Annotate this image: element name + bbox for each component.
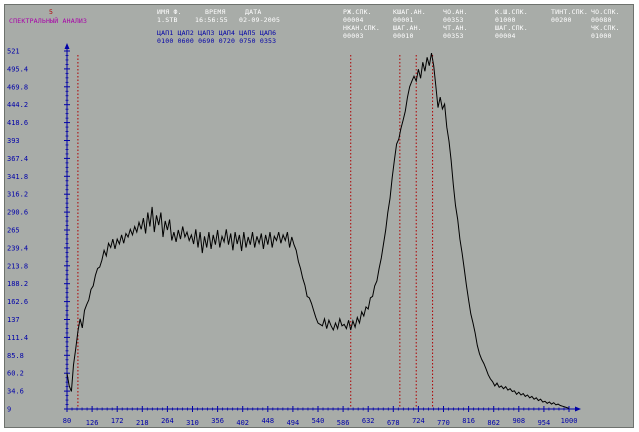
y-tick-label: 60.2 [7,370,24,378]
y-tick-label: 111.4 [7,334,28,342]
param-row2-value-3: 00004 [495,32,516,40]
y-tick-label: 9 [7,406,11,414]
y-tick-label: 137 [7,316,20,324]
mode-number: 5 [49,8,54,16]
param-row2-label-3: ШАГ.СПК. [495,24,528,32]
file-name-value: 1.STB [157,16,178,24]
y-tick-label: 85.8 [7,352,24,360]
x-tick-label: 448 [261,417,274,425]
time-label: ВРЕМЯ [205,8,226,16]
x-tick-label: 586 [337,419,350,427]
x-tick-label: 356 [211,417,224,425]
spectrum-screen: 5 СПЕКТРАЛЬНЫЙ АНАЛИЗ ИМЯ Ф. 1.STB ВРЕМЯ… [4,4,634,428]
x-tick-label: 770 [437,419,450,427]
x-tick-label: 908 [512,417,525,425]
y-tick-label: 469.8 [7,83,28,91]
x-tick-label: 402 [236,419,249,427]
x-tick-label: 540 [312,417,325,425]
x-tick-label: 494 [287,419,300,427]
x-tick-label: 310 [186,419,199,427]
param-row2-value-0: 00003 [343,32,364,40]
y-tick-label: 495.4 [7,65,28,73]
y-tick-label: 188.2 [7,280,28,288]
param-row1-value-4: 00200 [551,16,572,24]
x-tick-label: 678 [387,419,400,427]
param-row2-label-2: ЧТ.АН. [443,24,468,32]
y-tick-label: 521 [7,48,20,56]
param-row2-label-1: ШАГ.АН. [393,24,422,32]
x-tick-label: 632 [362,417,375,425]
param-row2-label-4: ЧК.СПК. [591,24,620,32]
param-row1-value-0: 00004 [343,16,364,24]
y-tick-label: 316.2 [7,191,28,199]
param-row1-label-5: ЧО.СПК. [591,8,620,16]
param-row1-label-4: ТИНТ.СПК. [551,8,589,16]
file-name-label: ИМЯ Ф. [157,8,182,16]
param-row2-value-1: 00010 [393,32,414,40]
y-tick-label: 418.6 [7,119,28,127]
param-row2-value-2: 00353 [443,32,464,40]
y-tick-label: 341.8 [7,173,28,181]
x-tick-label: 218 [136,419,149,427]
y-tick-label: 393 [7,137,20,145]
x-tick-label: 1000 [561,417,578,425]
date-value: 02-09-2005 [239,16,281,24]
date-label: ДАТА [245,8,262,16]
x-tick-label: 724 [412,417,425,425]
param-row1-label-0: РЖ.СПК. [343,8,372,16]
y-tick-label: 162.6 [7,298,28,306]
y-tick-label: 290.6 [7,209,28,217]
x-tick-label: 172 [111,417,124,425]
spectrum-trace [66,53,570,409]
y-axis-arrow [64,43,70,49]
x-tick-label: 954 [538,419,551,427]
y-tick-label: 239.4 [7,244,28,252]
dac-values: 0100 0600 0690 0720 0750 0353 [157,37,277,45]
param-row1-value-3: 01000 [495,16,516,24]
param-row1-value-5: 00080 [591,16,612,24]
y-tick-label: 213.8 [7,262,28,270]
y-tick-label: 34.6 [7,388,24,396]
x-tick-label: 126 [86,419,99,427]
mode-title: СПЕКТРАЛЬНЫЙ АНАЛИЗ [9,17,88,25]
y-tick-label: 444.2 [7,101,28,109]
param-row1-value-1: 00001 [393,16,414,24]
y-tick-label: 265 [7,227,20,235]
y-tick-label: 367.4 [7,155,28,163]
time-value: 16:56:55 [195,16,228,24]
param-row2-label-0: НКАН.СПК. [343,24,381,32]
param-row2-value-4: 01000 [591,32,612,40]
param-row1-label-3: К.Ш.СПК. [495,8,528,16]
param-row1-label-1: КШАГ.АН. [393,8,426,16]
x-tick-label: 264 [161,417,174,425]
spectrum-chart: 521 495.4 469.8 444.2 418.6 393 367.4 341.8 316.… [7,43,581,427]
param-row1-value-2: 00353 [443,16,464,24]
dac-labels: ЦАП1 ЦАП2 ЦАП3 ЦАП4 ЦАП5 ЦАП6 [157,29,277,37]
x-tick-label: 862 [487,419,500,427]
x-tick-label: 80 [63,417,71,425]
x-axis-arrow [575,406,581,412]
param-row1-label-2: ЧО.АН. [443,8,468,16]
x-tick-label: 816 [462,417,475,425]
